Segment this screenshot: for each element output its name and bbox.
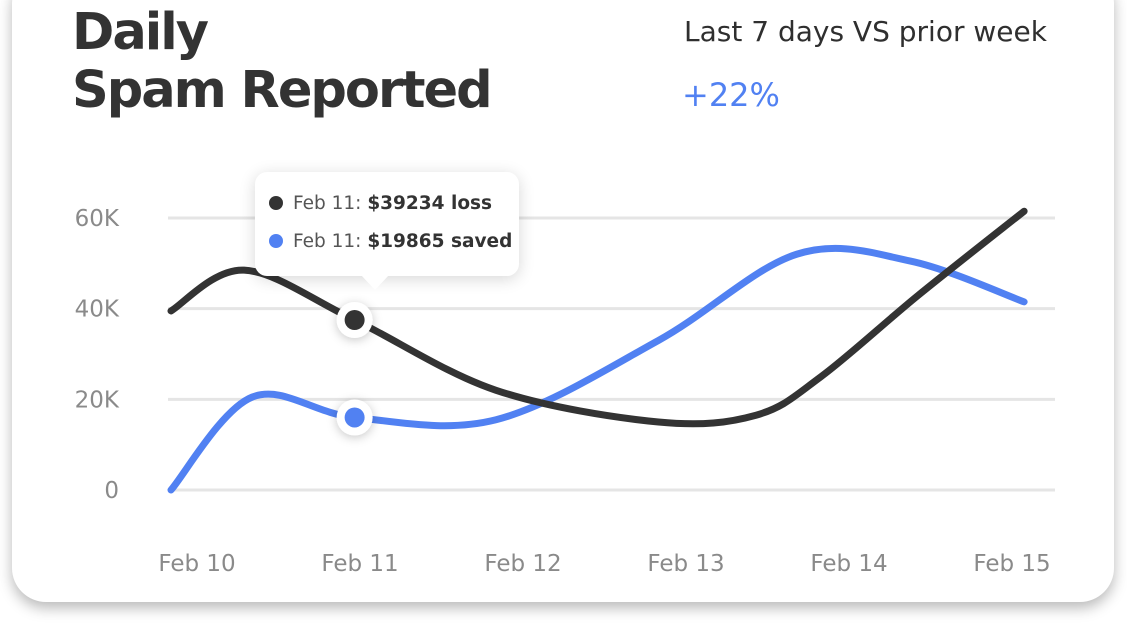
saved-highlight-point — [344, 407, 365, 428]
tooltip-row-loss: Feb 11: $39234 loss — [269, 193, 492, 214]
y-tick-label: 20K — [75, 387, 120, 413]
chart-title-line-1: Daily — [72, 3, 209, 62]
change-value: +22% — [682, 76, 780, 114]
saved-series-line — [167, 244, 1028, 494]
x-tick-label: Feb 13 — [647, 551, 724, 577]
x-tick-label: Feb 12 — [484, 551, 561, 577]
x-tick-label: Feb 14 — [810, 551, 887, 577]
loss-legend-dot — [269, 196, 283, 210]
tooltip-saved-date: Feb 11: — [293, 231, 362, 252]
loss-highlight-point — [344, 310, 365, 330]
chart-title: Daily Spam Reported — [72, 3, 493, 120]
comparison-label: Last 7 days VS prior week — [684, 15, 1047, 48]
tooltip-loss-value: $39234 loss — [367, 193, 493, 214]
y-tick-label: 40K — [75, 297, 120, 323]
tooltip-loss-date: Feb 11: — [293, 193, 362, 214]
x-tick-label: Feb 10 — [158, 551, 235, 577]
x-tick-label: Feb 11 — [321, 551, 398, 577]
tooltip-row-saved: Feb 11: $19865 saved — [269, 231, 512, 252]
x-tick-label: Feb 15 — [973, 551, 1050, 577]
y-tick-label: 60K — [75, 206, 120, 232]
chart-title-line-2: Spam Reported — [72, 61, 493, 120]
tooltip-saved-value: $19865 saved — [367, 231, 513, 252]
loss-series-line — [167, 207, 1028, 428]
line-chart: 0 20K 40K 60K Feb 10 Feb 11 Feb 12 Feb 13 Feb 14… — [75, 206, 1055, 577]
chart-tooltip: Feb 11: $39234 loss Feb 11: $19865 saved — [255, 172, 519, 290]
saved-legend-dot — [269, 234, 283, 248]
y-tick-label: 0 — [104, 478, 119, 504]
chart-card: Daily Spam Reported Last 7 days VS prior… — [12, 0, 1114, 602]
